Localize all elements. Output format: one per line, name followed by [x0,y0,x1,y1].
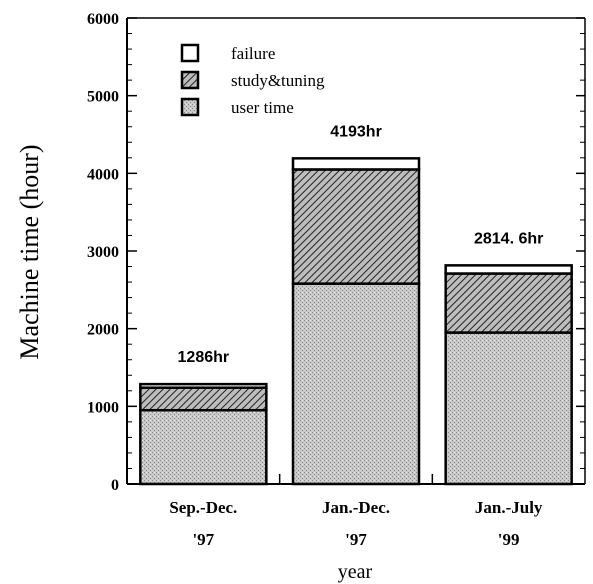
x-tick-label: Sep.-Dec. [169,498,237,517]
bar-segment-failure [291,157,421,171]
bar-total-label: 1286hr [178,349,230,366]
x-tick-label-year: '97 [192,530,214,549]
legend-label: failure [231,44,275,63]
bar-segment-user-time [444,331,573,486]
bar-segment-study-tuning [291,168,421,285]
legend-swatch [180,43,200,63]
y-axis: 0 1000 2000 3000 4000 5000 6000 [87,11,585,494]
x-axis-label: year [338,561,373,583]
y-tick-label: 5000 [87,89,119,106]
y-tick-label: 6000 [87,11,119,28]
bar-segment-failure [444,264,573,275]
y-tick-label: 2000 [87,322,119,339]
y-tick-label: 0 [111,477,119,494]
legend-label: user time [231,98,294,117]
y-tick-label: 3000 [87,244,119,261]
x-tick-label-year: '97 [345,530,367,549]
y-tick-label: 1000 [87,399,119,416]
legend-swatch [180,70,200,90]
bar-segment-user-time [139,408,268,486]
legend-swatch [180,97,200,117]
legend-label: study&tuning [231,71,325,90]
bar-segment-failure [139,382,268,389]
x-tick-label: Jan.-July [475,498,543,517]
x-tick-label-year: '99 [498,530,520,549]
x-tick-label: Jan.-Dec. [322,498,390,517]
y-axis-label: Machine time (hour) [15,144,44,359]
bar-total-label: 2814. 6hr [474,230,543,247]
bar-segment-user-time [291,282,421,486]
legend: failure study&tuning user time [180,43,325,117]
y-tick-label: 4000 [87,166,119,183]
bar-total-label: 4193hr [330,123,382,140]
bars: 1286hr 4193hr 2814. 6hr [139,123,573,486]
bar-segment-study-tuning [444,272,573,334]
x-axis: Sep.-Dec. '97 Jan.-Dec. '97 Jan.-July '99 [169,474,543,549]
bar-segment-study-tuning [139,386,268,412]
